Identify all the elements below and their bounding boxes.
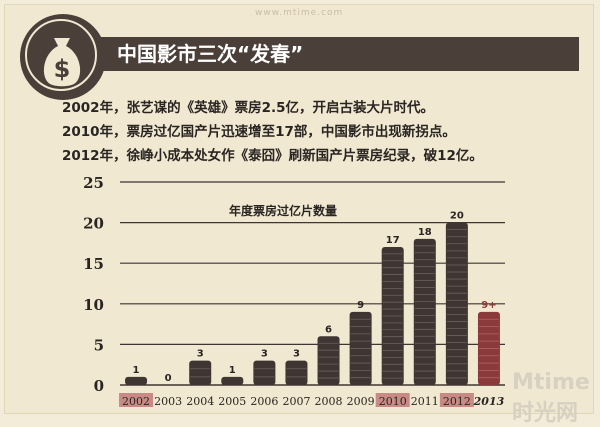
note-line-2002: 2002年，张艺谋的《英雄》票房2.5亿，开启古装大片时代。 bbox=[62, 100, 434, 116]
x-tick-label-2010: 2010 bbox=[379, 395, 407, 408]
data-label-2013: 9+ bbox=[481, 300, 496, 311]
y-tick-label: 0 bbox=[94, 377, 104, 395]
data-label-2005: 1 bbox=[229, 365, 236, 376]
y-tick-label: 10 bbox=[83, 296, 104, 314]
x-tick-label-2007: 2007 bbox=[282, 395, 310, 408]
y-tick-label: 20 bbox=[83, 215, 104, 233]
site-watermark: www.mtime.com bbox=[255, 8, 344, 18]
x-tick-label-2002: 2002 bbox=[122, 395, 150, 408]
x-tick-label-2012: 2012 bbox=[443, 395, 471, 408]
y-tick-label: 15 bbox=[83, 255, 104, 273]
bottom-watermark: Mtime 时光网 bbox=[512, 370, 590, 426]
data-label-2012: 20 bbox=[450, 211, 464, 222]
data-label-2003: 0 bbox=[165, 373, 172, 384]
bar-2002 bbox=[125, 376, 148, 385]
x-tick-label-2008: 2008 bbox=[315, 395, 343, 408]
svg-text:$: $ bbox=[54, 55, 71, 83]
x-tick-label-2006: 2006 bbox=[250, 395, 278, 408]
note-line-2010: 2010年，票房过亿国产片迅速增至17部，中国影市出现新拐点。 bbox=[62, 124, 456, 140]
data-label-2011: 18 bbox=[418, 227, 432, 238]
x-tick-label-2013: 2013 bbox=[473, 395, 505, 408]
x-tick-label-2009: 2009 bbox=[347, 395, 375, 408]
bar-2008 bbox=[317, 336, 340, 385]
data-label-2007: 3 bbox=[293, 349, 300, 360]
x-tick-label-2005: 2005 bbox=[218, 395, 246, 408]
x-tick-label-2011: 2011 bbox=[411, 395, 439, 408]
bar-2005 bbox=[221, 376, 244, 385]
x-label-highlight-2010 bbox=[375, 393, 410, 407]
data-label-2006: 3 bbox=[261, 349, 268, 360]
x-tick-label-2003: 2003 bbox=[154, 395, 182, 408]
data-label-2010: 17 bbox=[386, 235, 400, 246]
note-line-2012: 2012年，徐峥小成本处女作《泰囧》刷新国产片票房纪录，破12亿。 bbox=[62, 148, 483, 164]
bar-2012 bbox=[445, 222, 468, 385]
chart-title: 年度票房过亿片数量 bbox=[229, 203, 337, 218]
money-bag-icon: $ bbox=[43, 38, 81, 87]
bar-2004 bbox=[189, 360, 212, 385]
data-label-2002: 1 bbox=[133, 365, 140, 376]
money-bag-badge-ring bbox=[25, 19, 97, 91]
x-tick-label-2004: 2004 bbox=[186, 395, 214, 408]
data-label-2009: 9 bbox=[357, 300, 364, 311]
y-tick-label: 25 bbox=[83, 174, 104, 192]
bar-2007 bbox=[285, 360, 308, 385]
data-label-2008: 6 bbox=[325, 324, 332, 335]
title-bar bbox=[95, 37, 579, 71]
x-label-highlight-2012 bbox=[439, 393, 474, 407]
x-label-highlight-2002 bbox=[119, 393, 154, 407]
y-tick-label: 5 bbox=[94, 336, 104, 354]
page-title: 中国影市三次“发春” bbox=[117, 42, 304, 66]
bar-2006 bbox=[253, 360, 276, 385]
data-label-2004: 3 bbox=[197, 349, 204, 360]
bar-2011 bbox=[413, 238, 436, 385]
